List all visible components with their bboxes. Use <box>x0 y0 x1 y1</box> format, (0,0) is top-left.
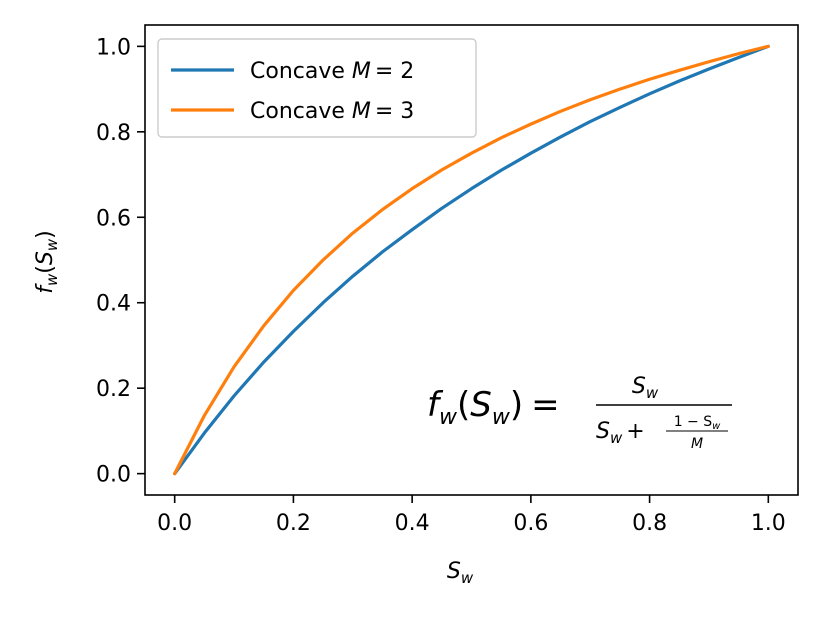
x-axis-title-sub: w <box>461 569 474 587</box>
series-line-m2 <box>173 44 770 476</box>
legend-label-m3-var: M <box>352 99 371 124</box>
legend-label-m2: Concave M = 2 <box>250 59 414 84</box>
legend-label-m3-value: = 3 <box>375 99 414 124</box>
y-tick-label: 0.8 <box>96 121 131 146</box>
x-tick-label: 0.4 <box>395 511 430 536</box>
formula-lhs-f-sub: w <box>439 405 458 430</box>
formula-den-S: S <box>596 419 610 444</box>
x-axis-title-main: S <box>447 559 461 584</box>
formula-den-plus: + <box>626 419 644 444</box>
y-tick-label: 0.6 <box>96 206 131 231</box>
y-axis-title-S: S <box>33 251 58 265</box>
formula-den-sub: w <box>610 429 623 447</box>
plot-area-frame <box>144 24 799 496</box>
formula-inner-numerator: 1 − Sw <box>674 414 721 432</box>
y-axis-title-f-sub: w <box>43 273 61 286</box>
y-axis-title-S-sub: w <box>43 238 61 251</box>
y-tick-label: 0.0 <box>96 463 131 488</box>
legend-box <box>157 38 477 138</box>
formula-lhs-S-sub: w <box>492 405 511 430</box>
formula-lhs-close: ) <box>510 385 523 425</box>
legend-label-m3-prefix: Concave <box>250 99 352 124</box>
legend-label-m3: Concave M = 3 <box>250 99 414 124</box>
y-axis-title-f: f <box>33 283 58 294</box>
y-axis-title-open: ( <box>33 265 58 274</box>
series-line-m3 <box>173 44 770 476</box>
formula-annotation: fw(Sw) = Sw Sw + 1 − Sw M <box>427 374 732 452</box>
series-layer <box>173 44 770 476</box>
x-axis-title: Sw <box>447 559 474 587</box>
formula-numerator: Sw <box>632 374 659 402</box>
formula-lhs-S: S <box>470 385 492 425</box>
legend-label-m2-var: M <box>352 59 371 84</box>
x-tick-label: 0.0 <box>157 511 192 536</box>
y-axis: 0.0 0.2 0.4 0.6 0.8 1.0 <box>96 35 145 488</box>
y-tick-label: 1.0 <box>96 35 131 60</box>
y-tick-label: 0.4 <box>96 292 131 317</box>
formula-num-S: S <box>632 374 646 399</box>
formula-inner-denominator: M <box>691 436 703 452</box>
formula-inner-num-sub: w <box>712 421 721 432</box>
x-tick-label: 1.0 <box>751 511 786 536</box>
formula-num-sub: w <box>646 384 659 402</box>
legend: Concave M = 2 Concave M = 3 <box>157 38 477 138</box>
y-axis-title: fw(Sw) <box>33 230 61 293</box>
formula-inner-num: 1 − S <box>674 414 713 430</box>
y-axis-title-close: ) <box>33 230 58 239</box>
x-tick-label: 0.8 <box>632 511 667 536</box>
formula-den-S-text: Sw + <box>596 419 645 447</box>
y-tick-label: 0.2 <box>96 377 131 402</box>
formula-lhs: fw(Sw) = <box>427 385 560 430</box>
formula-equals: = <box>531 385 560 425</box>
x-tick-label: 0.2 <box>276 511 311 536</box>
formula-lhs-open: ( <box>457 385 470 425</box>
legend-label-m2-prefix: Concave <box>250 59 352 84</box>
legend-label-m2-value: = 2 <box>375 59 414 84</box>
x-axis: 0.0 0.2 0.4 0.6 0.8 1.0 <box>157 495 786 536</box>
x-tick-label: 0.6 <box>513 511 548 536</box>
